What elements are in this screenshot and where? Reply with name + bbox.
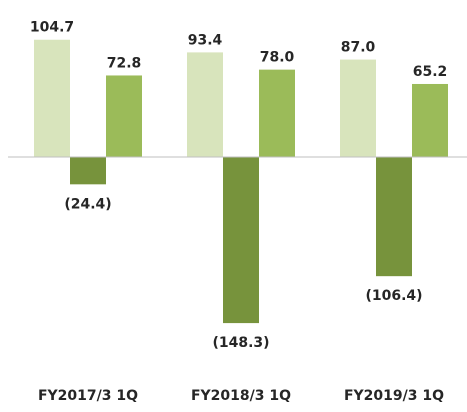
value-label: 78.0: [260, 50, 295, 66]
bar: [376, 157, 412, 277]
bar: [187, 52, 223, 157]
value-label: 72.8: [107, 55, 142, 71]
value-label: (106.4): [365, 288, 422, 304]
bar: [340, 59, 376, 158]
value-label: 65.2: [413, 64, 448, 80]
bar: [223, 157, 259, 324]
x-tick-label: FY2019/3 1Q: [344, 388, 444, 404]
bar: [259, 69, 295, 157]
value-label: (24.4): [64, 196, 111, 212]
x-tick-label: FY2018/3 1Q: [191, 388, 291, 404]
bar: [412, 83, 448, 157]
value-label: 104.7: [30, 20, 74, 36]
bar: [106, 75, 142, 157]
bar: [34, 39, 70, 157]
bar: [70, 157, 106, 185]
value-label: (148.3): [212, 335, 269, 351]
x-tick-label: FY2017/3 1Q: [38, 388, 138, 404]
value-label: 87.0: [341, 40, 376, 56]
value-label: 93.4: [188, 32, 223, 48]
